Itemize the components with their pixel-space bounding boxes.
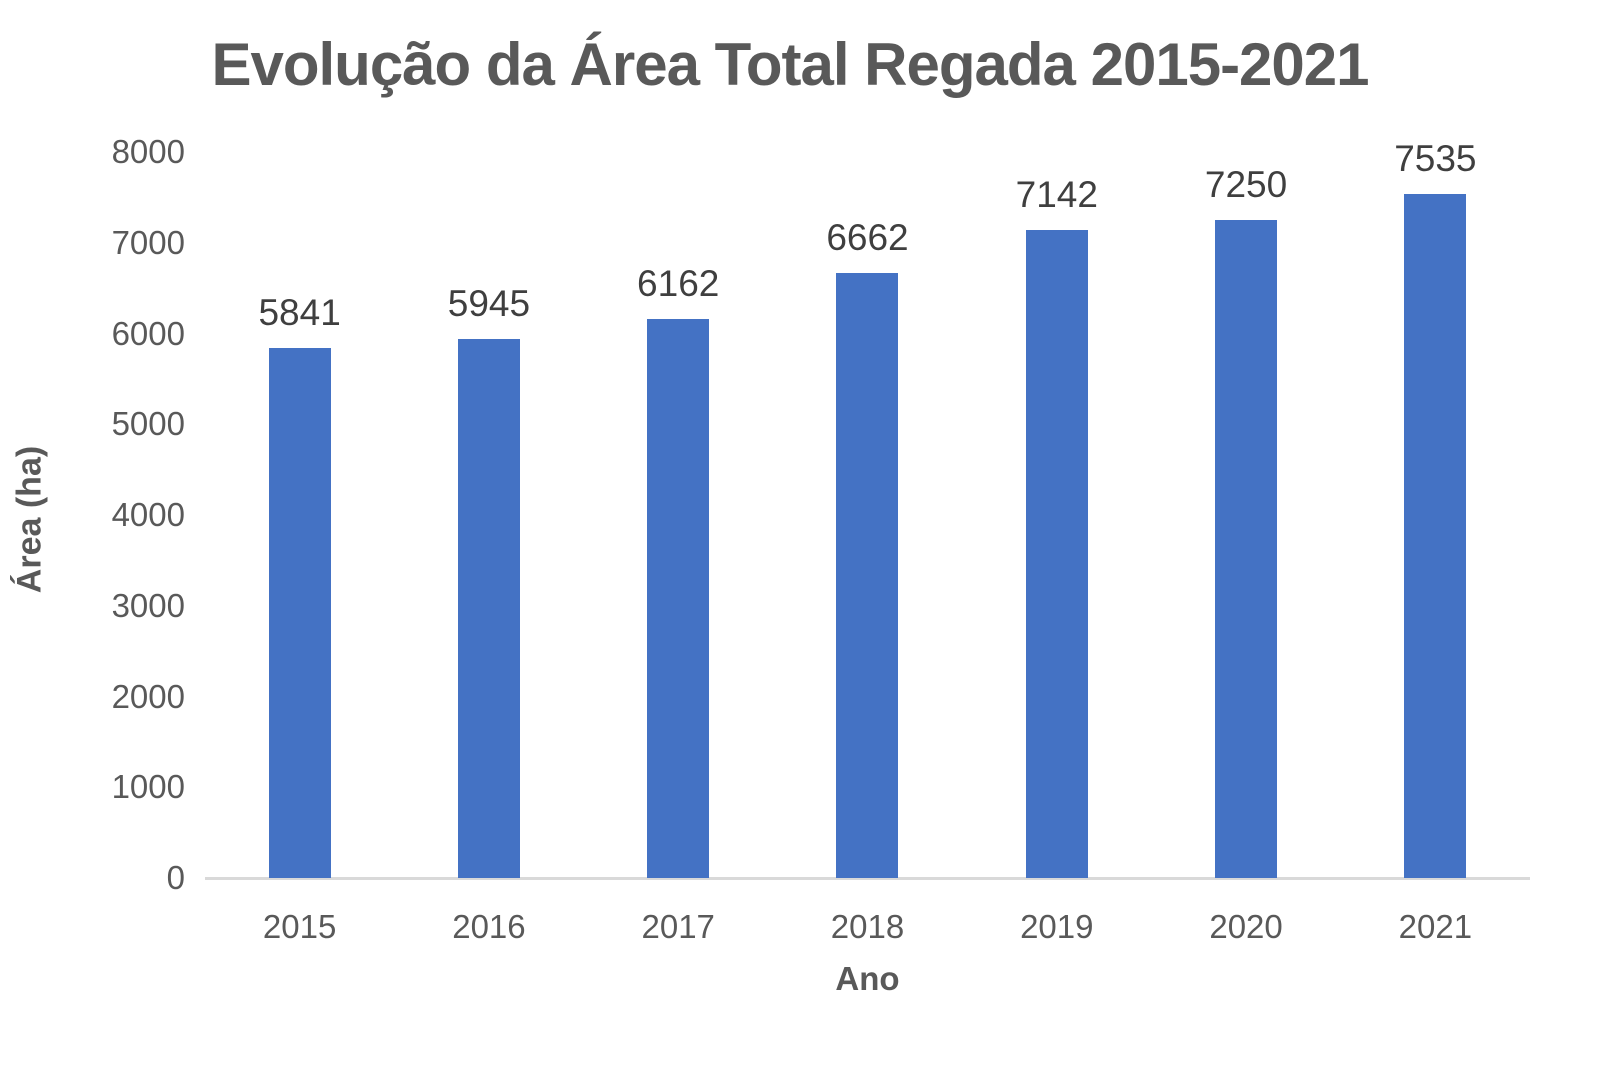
bar-2019	[1025, 229, 1088, 878]
bar-slot: 7535	[1341, 138, 1530, 878]
y-tick-label: 5000	[111, 405, 185, 443]
bar-slot: 6662	[773, 152, 962, 878]
bar-value-label: 5841	[258, 291, 341, 333]
y-tick-label: 7000	[111, 223, 185, 261]
y-tick-label: 6000	[111, 314, 185, 352]
x-tick-label: 2021	[1398, 908, 1473, 945]
y-tick-label: 3000	[111, 586, 185, 624]
bar-slot: 5945	[394, 152, 583, 878]
bar-value-label: 7535	[1394, 138, 1477, 180]
y-tick-label: 0	[166, 859, 185, 896]
x-tick-label: 2017	[641, 908, 715, 945]
bar-slot: 7250	[1151, 152, 1340, 878]
x-tick-label: 2020	[1209, 908, 1283, 945]
bar-value-label: 6662	[826, 217, 909, 259]
bar-value-label: 5945	[447, 282, 531, 324]
bar-slot: 6162	[584, 152, 773, 878]
bar-2021	[1404, 194, 1467, 878]
x-tick-label: 2016	[452, 908, 526, 945]
bar-value-label: 7142	[1015, 173, 1098, 215]
x-tick-label: 2015	[262, 908, 337, 945]
x-tick-label: 2019	[1020, 908, 1094, 945]
y-tick-label: 8000	[111, 133, 185, 170]
chart-title: Evolução da Área Total Regada 2015-2021	[211, 31, 1369, 98]
y-tick-label: 2000	[111, 677, 185, 715]
bar-2018	[836, 273, 899, 878]
bar-value-label: 7250	[1204, 164, 1288, 206]
x-axis-line	[205, 877, 1530, 880]
bar-slot: 7142	[962, 152, 1151, 878]
bar-2015	[268, 347, 331, 878]
y-axis-title: Área (ha)	[10, 445, 49, 594]
y-tick-label: 4000	[111, 496, 185, 533]
bar-2020	[1215, 220, 1278, 878]
y-tick-label: 1000	[111, 768, 185, 806]
bar-2017	[647, 318, 710, 878]
bar-2016	[457, 338, 520, 878]
bar-slot: 5841	[205, 152, 394, 878]
x-tick-label: 2018	[830, 908, 905, 945]
bar-value-label: 6162	[637, 262, 720, 304]
x-axis-title: Ano	[835, 960, 900, 997]
plot-area: 0 1000 2000 3000 4000 5000 6000 7000 8000 5841 59…	[112, 133, 1530, 945]
